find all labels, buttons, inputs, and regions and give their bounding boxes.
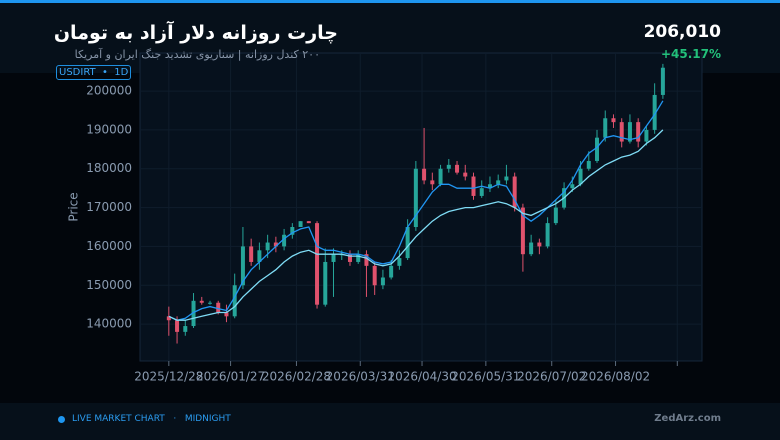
candle-body: [356, 254, 361, 262]
moving-average: [168, 100, 664, 321]
candle-body: [216, 302, 221, 313]
candle-body: [315, 223, 320, 305]
x-tick-label: 2026/08/02: [581, 370, 650, 384]
y-tick-label: 140000: [86, 317, 132, 331]
x-tick-label: 2026/03/31: [326, 370, 395, 384]
x-tick-label: 2026/01/27: [196, 370, 265, 384]
x-tick-label: 2026/02/28: [262, 370, 331, 384]
candle-body: [595, 137, 600, 161]
candle-body: [290, 227, 295, 235]
candle-body: [413, 168, 418, 228]
x-tick-label: 2026/04/30: [387, 370, 456, 384]
candle-body: [364, 254, 369, 266]
candle-body: [207, 302, 212, 304]
candle-body: [553, 207, 558, 224]
candle-body: [331, 254, 336, 262]
candle-body: [512, 176, 517, 208]
candle-body: [627, 122, 632, 142]
candle-body: [380, 277, 385, 286]
candle-body: [504, 176, 509, 181]
candle-body: [323, 261, 328, 305]
candle-body: [257, 250, 262, 262]
candle-body: [430, 180, 435, 185]
candle-body: [405, 227, 410, 259]
top-accent: [0, 0, 780, 3]
y-axis-label: Price: [67, 192, 81, 221]
y-tick-label: 150000: [86, 278, 132, 292]
candle-body: [397, 258, 402, 266]
y-tick-label: 160000: [86, 239, 132, 253]
y-tick-label: 180000: [86, 161, 132, 175]
candle-body: [232, 285, 237, 317]
live-dot: [58, 416, 65, 423]
candle-body: [636, 122, 641, 142]
candle-body: [389, 265, 394, 278]
candle-body: [249, 246, 254, 262]
y-tick-label: 200000: [86, 84, 132, 98]
candle-body: [529, 242, 534, 255]
candle-body: [199, 300, 204, 303]
candle-body: [496, 180, 501, 185]
candle-body: [306, 221, 311, 224]
candle-body: [463, 172, 468, 177]
last-price: 206,010: [643, 22, 721, 42]
candle-body: [660, 67, 665, 95]
candle-body: [166, 316, 171, 321]
candle-body: [603, 118, 608, 138]
footer-status: LIVE MARKET CHART · MIDNIGHT: [72, 414, 231, 424]
y-tick-label: 170000: [86, 200, 132, 214]
candle-body: [611, 118, 616, 123]
candle-body: [570, 184, 575, 189]
candle-body: [619, 122, 624, 142]
candle-body: [455, 164, 460, 173]
candle-body: [347, 254, 352, 262]
candle-body: [578, 168, 583, 185]
x-tick-label: 2025/12/28: [134, 370, 203, 384]
candle-body: [224, 312, 229, 317]
footer-band: [0, 403, 780, 440]
y-tick-label: 190000: [86, 122, 132, 136]
candle-body: [240, 246, 245, 286]
candle-body: [446, 164, 451, 169]
candle-body: [545, 223, 550, 247]
x-tick-label: 2026/07/02: [517, 370, 586, 384]
candle-body: [471, 176, 476, 196]
candle-body: [175, 320, 180, 332]
candle-body: [298, 221, 303, 228]
x-tick-label: 2026/05/31: [451, 370, 520, 384]
candle-body: [520, 207, 525, 255]
candle-body: [487, 184, 492, 189]
candle-body: [644, 129, 649, 142]
candle-body: [652, 94, 657, 130]
brand: ZedArz.com: [654, 413, 721, 424]
candle-body: [183, 326, 188, 332]
subtitle: ۲۰۰ کندل روزانه | سناریوی تشدید جنگ ایرا…: [74, 48, 320, 61]
candle-body: [282, 234, 287, 247]
candle-body: [422, 168, 427, 181]
candle-body: [479, 188, 484, 196]
candle-body: [586, 160, 591, 169]
candle-body: [273, 242, 278, 247]
moving-average: [168, 129, 664, 321]
price-change: +45.17%: [660, 47, 721, 61]
candle-body: [438, 168, 443, 185]
candle-body: [537, 242, 542, 247]
candle-body: [191, 300, 196, 327]
title: چارت روزانه دلار آزاد به تومان: [53, 22, 338, 44]
candle-body: [265, 242, 270, 251]
symbol-badge: USDIRT • 1D: [56, 65, 132, 80]
candle-body: [372, 265, 377, 286]
